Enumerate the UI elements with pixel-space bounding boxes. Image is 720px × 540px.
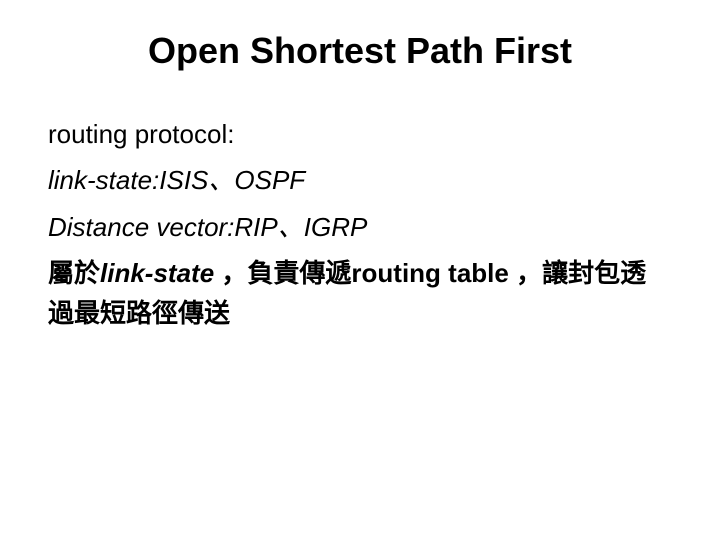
body-line-1: routing protocol:	[48, 114, 672, 154]
line4-seg1: 屬於	[48, 258, 100, 288]
line4-seg4: routing table	[351, 258, 516, 288]
body-line-3: Distance vector:RIP、IGRP	[48, 207, 672, 247]
slide-title: Open Shortest Path First	[48, 30, 672, 72]
line3-rest: RIP、IGRP	[234, 212, 367, 242]
line2-prefix: link-state:	[48, 165, 159, 195]
line4-seg2: link-state	[100, 258, 221, 288]
body-line-2: link-state:ISIS、OSPF	[48, 160, 672, 200]
line3-prefix: Distance vector:	[48, 212, 234, 242]
body-line-4: 屬於link-state ，負責傳遞routing table ，讓封包透過最短…	[48, 253, 672, 334]
line4-seg3: ，負責傳遞	[221, 258, 351, 288]
line2-rest: ISIS、OSPF	[159, 165, 305, 195]
slide: Open Shortest Path First routing protoco…	[0, 0, 720, 540]
